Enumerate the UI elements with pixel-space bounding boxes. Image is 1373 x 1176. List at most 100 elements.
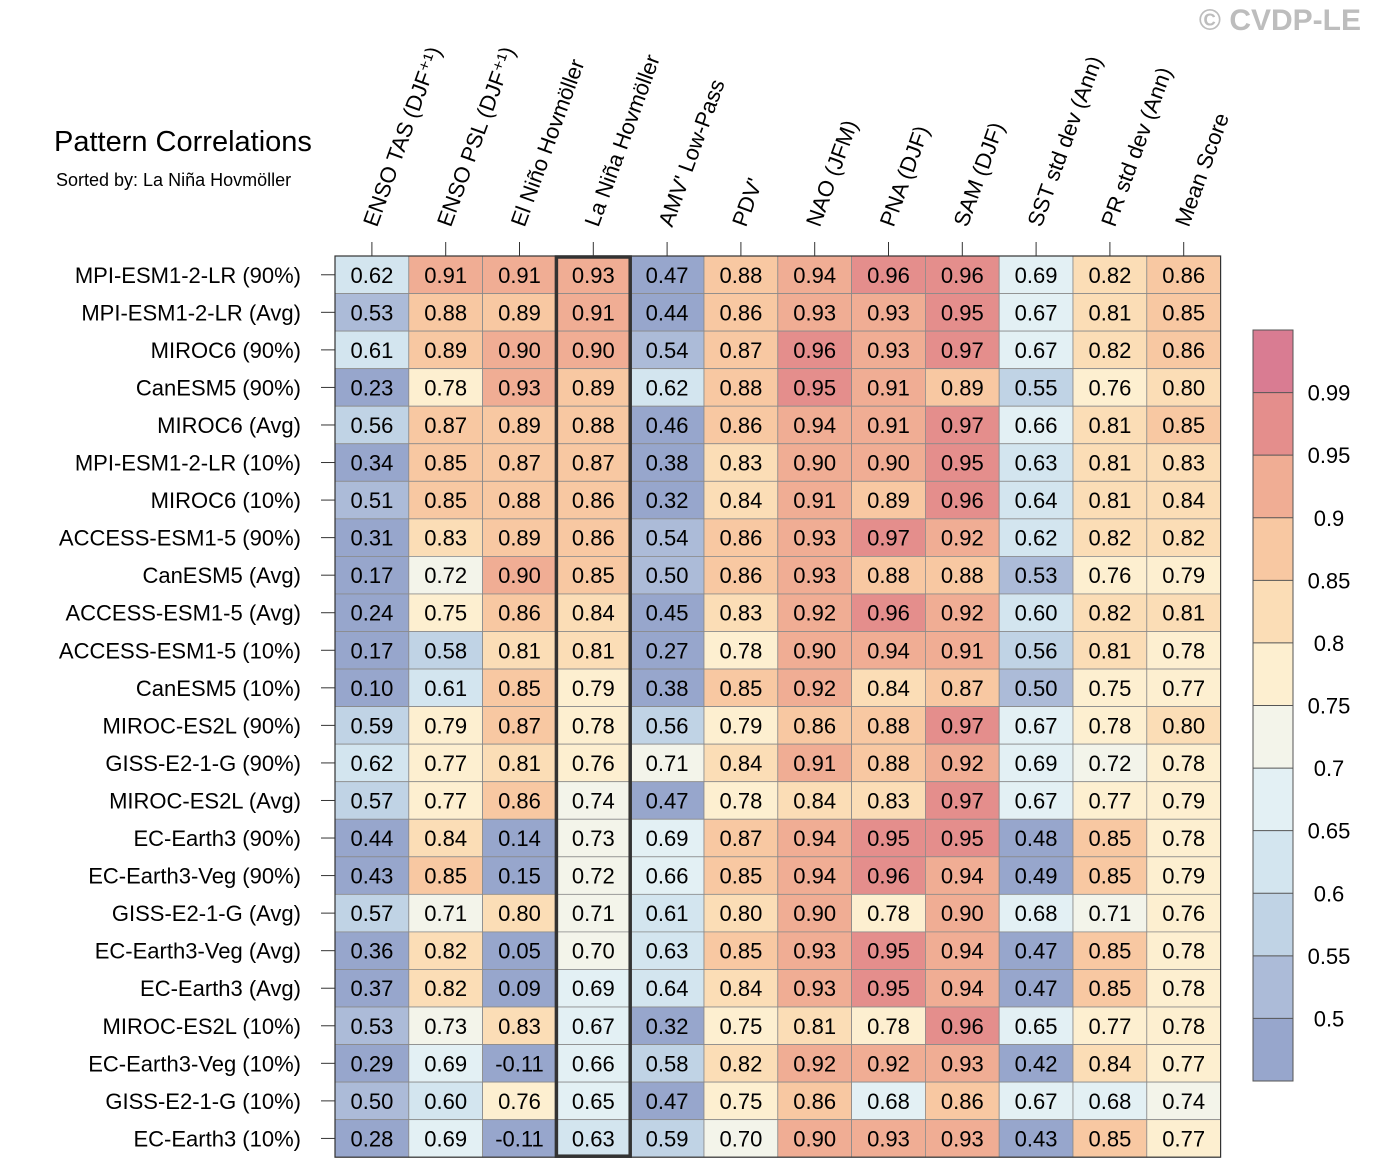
heatmap-cell	[482, 593, 557, 632]
heatmap-cell	[1146, 969, 1222, 1008]
cell-value-label: 0.71	[572, 901, 615, 926]
cell-value-label: 0.90	[498, 563, 541, 588]
heatmap-cell	[1072, 405, 1148, 445]
heatmap-cell	[482, 368, 557, 407]
heatmap-cell	[777, 893, 852, 933]
heatmap-cell	[1072, 255, 1148, 294]
heatmap-cell	[1072, 743, 1148, 783]
column-label: El Niño Hovmöller	[506, 56, 590, 230]
heatmap-cell	[408, 631, 483, 670]
cell-value-label: 0.56	[646, 713, 689, 738]
heatmap-cell	[1072, 1119, 1148, 1158]
colorbar-segment	[1253, 580, 1293, 643]
cell-value-label: 0.96	[867, 864, 910, 889]
heatmap-frame	[334, 255, 1222, 1158]
heatmap-cell	[851, 1044, 926, 1083]
cell-value-label: 0.34	[350, 451, 393, 476]
cell-value-label: 0.62	[350, 751, 393, 776]
cell-value-label: 0.53	[1015, 563, 1058, 588]
row-label: EC-Earth3 (90%)	[133, 826, 301, 851]
cell-value-label: 0.78	[424, 375, 467, 400]
colorbar-tick-label: 0.75	[1308, 694, 1351, 719]
cell-value-label: 0.86	[941, 1089, 984, 1114]
cell-value-label: 0.60	[1015, 601, 1058, 626]
cell-value-label: 0.77	[424, 788, 467, 813]
cell-value-label: 0.76	[572, 751, 615, 776]
cell-value-label: 0.67	[1015, 713, 1058, 738]
cell-value-label: 0.32	[646, 488, 689, 513]
row-label: CanESM5 (90%)	[136, 375, 301, 400]
heatmap-cell	[629, 293, 705, 332]
heatmap-cell	[998, 330, 1074, 370]
cell-value-label: 0.56	[350, 413, 393, 438]
heatmap-cell	[1072, 969, 1148, 1008]
heatmap-cell	[334, 556, 410, 595]
cell-value-label: 0.78	[1162, 976, 1205, 1001]
heatmap-cell	[703, 1081, 779, 1121]
cell-value-label: 0.82	[1088, 263, 1131, 288]
cell-value-label: 0.28	[350, 1126, 393, 1151]
heatmap-cell	[851, 668, 926, 707]
cell-value-label: 0.72	[424, 563, 467, 588]
heatmap-cell	[998, 893, 1074, 933]
colorbar-tick-label: 0.5	[1314, 1006, 1345, 1031]
heatmap-cell	[998, 443, 1074, 482]
cell-value-label: 0.90	[793, 901, 836, 926]
cell-value-label: 0.59	[646, 1126, 689, 1151]
cell-value-label: 0.93	[867, 338, 910, 363]
cell-value-label: 0.89	[498, 413, 541, 438]
cell-value-label: 0.85	[1088, 864, 1131, 889]
cell-value-label: 0.86	[498, 788, 541, 813]
row-label: CanESM5 (10%)	[136, 676, 301, 701]
heatmap-cell	[998, 480, 1074, 520]
cell-value-label: 0.82	[719, 1051, 762, 1076]
heatmap-cell	[777, 781, 852, 820]
cell-value-label: 0.63	[572, 1126, 615, 1151]
cell-value-label: 0.87	[498, 713, 541, 738]
heatmap-cell	[629, 518, 705, 557]
cell-value-label: 0.84	[793, 788, 836, 813]
cell-value-label: 0.96	[793, 338, 836, 363]
heatmap-cell	[851, 405, 926, 445]
cell-value-label: 0.87	[719, 826, 762, 851]
cell-value-label: 0.91	[941, 638, 984, 663]
heatmap-cell	[1146, 405, 1222, 445]
cell-value-label: 0.79	[1162, 788, 1205, 813]
cell-value-label: 0.97	[941, 338, 984, 363]
heatmap-cell	[925, 818, 1000, 858]
colorbar-tick-label: 0.7	[1314, 756, 1345, 781]
cell-value-label: 0.38	[646, 451, 689, 476]
cell-value-label: 0.70	[572, 939, 615, 964]
cell-value-label: 0.77	[1088, 788, 1131, 813]
cell-value-label: 0.61	[424, 676, 467, 701]
cell-value-label: 0.54	[646, 338, 689, 363]
heatmap-cell	[998, 556, 1074, 595]
cell-value-label: 0.77	[1162, 676, 1205, 701]
heatmap-cell	[925, 706, 1000, 745]
row-label: MPI-ESM1-2-LR (90%)	[75, 263, 301, 288]
heatmap-cell	[777, 668, 852, 707]
cell-value-label: 0.78	[719, 638, 762, 663]
heatmap-cell	[556, 330, 631, 370]
column-label: AMV' Low-Pass	[653, 76, 729, 230]
cell-value-label: -0.11	[495, 1051, 544, 1076]
cell-value-label: 0.92	[793, 601, 836, 626]
cell-value-label: 0.90	[867, 451, 910, 476]
row-label: EC-Earth3 (10%)	[133, 1126, 301, 1151]
heatmap-cell	[334, 330, 410, 370]
heatmap-cell	[1146, 330, 1222, 370]
cell-value-label: 0.57	[350, 901, 393, 926]
cell-value-label: 0.93	[793, 300, 836, 325]
cell-value-label: 0.74	[1162, 1089, 1205, 1114]
cell-value-label: 0.90	[793, 638, 836, 663]
heatmap-cell	[334, 743, 410, 783]
heatmap-cell	[629, 1044, 705, 1083]
heatmap-cell	[851, 969, 926, 1008]
cell-value-label: 0.60	[424, 1089, 467, 1114]
row-label: GISS-E2-1-G (10%)	[105, 1089, 301, 1114]
cell-value-label: 0.85	[424, 864, 467, 889]
heatmap-cell	[556, 969, 631, 1008]
colorbar-segment	[1253, 893, 1293, 956]
colorbar-segment	[1253, 330, 1293, 393]
cell-value-label: 0.89	[498, 300, 541, 325]
